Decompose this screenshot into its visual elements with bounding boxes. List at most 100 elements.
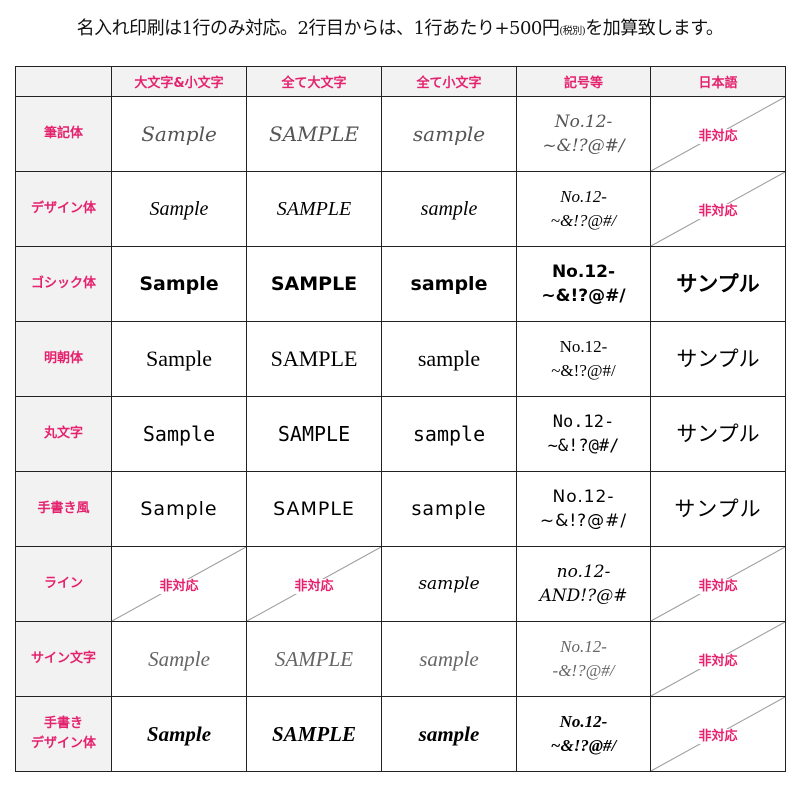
column-header: 全て小文字 xyxy=(381,66,517,97)
column-header xyxy=(15,66,112,97)
font-sample-text: Sample xyxy=(146,346,212,371)
table-row: 丸文字 Sample SAMPLE sample No.12- ~&!?@#/ サンプル xyxy=(15,396,786,472)
table-row: 手書き風 Sample SAMPLE sample No.12- ~&!?@#/ サンプル xyxy=(15,471,786,547)
not-supported-cell: 非対応 xyxy=(650,696,786,772)
font-sample-cell: サンプル xyxy=(650,396,786,472)
font-sample-text: Sample xyxy=(140,498,218,520)
not-supported-cell: 非対応 xyxy=(650,546,786,622)
font-sample-cell: Sample xyxy=(111,396,247,472)
font-sample-text: sample xyxy=(418,574,480,594)
not-supported-cell: 非対応 xyxy=(650,621,786,697)
font-sample-cell: No.12- -&!?@#/ xyxy=(516,621,651,697)
font-sample-cell: sample xyxy=(381,621,517,697)
column-header: 大文字&小文字 xyxy=(111,66,247,97)
font-sample-text: sample xyxy=(417,346,481,371)
font-sample-cell: SAMPLE xyxy=(246,621,382,697)
not-supported-label: 非対応 xyxy=(290,578,338,594)
font-sample-text: No.12- ~&!?@#/ xyxy=(539,487,628,531)
font-sample-cell: no.12- AND!?@# xyxy=(516,546,651,622)
font-sample-cell: サンプル xyxy=(650,321,786,397)
font-sample-text: No.12- ~&!?@#/ xyxy=(541,262,626,306)
font-sample-text: Sample xyxy=(141,122,217,146)
table-row: ライン 非対応 非対応 sample no.12- AND!?@# 非対応 xyxy=(15,546,786,622)
font-sample-cell: Sample xyxy=(111,171,247,247)
font-sample-text: SAMPLE xyxy=(274,647,354,671)
row-label: 筆記体 xyxy=(15,96,112,172)
not-supported-label: 非対応 xyxy=(155,578,203,594)
row-label: デザイン体 xyxy=(15,171,112,247)
font-sample-cell: sample xyxy=(381,696,517,772)
font-sample-text: Sample xyxy=(148,647,210,671)
font-sample-cell: No.12- ~&!?@#/ xyxy=(516,471,651,547)
font-sample-cell: SAMPLE xyxy=(246,96,382,172)
font-sample-text: No.12- ~&!?@#/ xyxy=(550,187,617,230)
font-sample-text: sample xyxy=(419,647,479,671)
font-sample-text: sample xyxy=(412,422,486,446)
font-sample-text: サンプル xyxy=(676,272,760,296)
column-header: 日本語 xyxy=(650,66,786,97)
font-sample-cell: SAMPLE xyxy=(246,696,382,772)
font-sample-text: SAMPLE xyxy=(276,198,352,220)
row-label: サイン文字 xyxy=(15,621,112,697)
font-sample-text: sample xyxy=(412,122,486,146)
title-tax-note: (税別) xyxy=(559,26,586,37)
row-label: 丸文字 xyxy=(15,396,112,472)
font-sample-cell: No.12- ~&!?@#/ xyxy=(516,321,651,397)
font-sample-text: サンプル xyxy=(676,347,760,371)
font-sample-cell: No.12- ~&!?@#/ xyxy=(516,696,651,772)
font-sample-text: Sample xyxy=(139,273,219,295)
font-sample-cell: No.12- ~&!?@#/ xyxy=(516,396,651,472)
font-sample-cell: sample xyxy=(381,546,517,622)
font-sample-text: SAMPLE xyxy=(270,346,358,371)
font-sample-text: Sample xyxy=(142,422,216,446)
font-sample-cell: SAMPLE xyxy=(246,396,382,472)
table-row: ゴシック体 Sample SAMPLE sample No.12- ~&!?@#/ サンプ… xyxy=(15,246,786,322)
not-supported-label: 非対応 xyxy=(694,578,742,594)
font-sample-text: No.12- ~&!?@#/ xyxy=(551,337,616,380)
font-sample-text: No.12- ~&!?@#/ xyxy=(550,712,617,755)
font-sample-text: sample xyxy=(411,498,487,520)
not-supported-cell: 非対応 xyxy=(111,546,247,622)
font-sample-text: no.12- AND!?@# xyxy=(539,562,628,606)
font-sample-text: サンプル xyxy=(674,497,762,521)
not-supported-label: 非対応 xyxy=(694,203,742,219)
font-sample-text: No.12- ~&!?@#/ xyxy=(547,412,620,456)
not-supported-cell: 非対応 xyxy=(650,96,786,172)
font-sample-cell: sample xyxy=(381,96,517,172)
not-supported-cell: 非対応 xyxy=(246,546,382,622)
not-supported-label: 非対応 xyxy=(694,653,742,669)
title-main: 名入れ印刷は1行のみ対応。2行目からは、1行あたり+500円 xyxy=(76,18,560,39)
table-row: デザイン体 Sample SAMPLE sample No.12- ~&!?@#/ 非対応 xyxy=(15,171,786,247)
font-sample-text: No.12- ~&!?@#/ xyxy=(542,112,625,156)
font-sample-cell: sample xyxy=(381,171,517,247)
not-supported-label: 非対応 xyxy=(694,128,742,144)
font-sample-cell: Sample xyxy=(111,246,247,322)
font-sample-text: sample xyxy=(418,722,480,746)
row-label: 手書き風 xyxy=(15,471,112,547)
font-sample-cell: No.12- ~&!?@#/ xyxy=(516,246,651,322)
column-header: 全て大文字 xyxy=(246,66,382,97)
row-label: ライン xyxy=(15,546,112,622)
font-sample-text: Sample xyxy=(149,198,209,220)
font-sample-text: SAMPLE xyxy=(273,498,355,520)
not-supported-label: 非対応 xyxy=(694,728,742,744)
font-sample-cell: SAMPLE xyxy=(246,246,382,322)
not-supported-cell: 非対応 xyxy=(650,171,786,247)
font-sample-text: sample xyxy=(420,198,478,220)
font-sample-cell: SAMPLE xyxy=(246,171,382,247)
font-sample-cell: sample xyxy=(381,246,517,322)
font-sample-text: No.12- -&!?@#/ xyxy=(552,637,615,680)
font-sample-text: sample xyxy=(410,273,488,295)
font-sample-text: Sample xyxy=(146,722,212,746)
font-sample-cell: サンプル xyxy=(650,471,786,547)
column-header: 記号等 xyxy=(516,66,651,97)
font-sample-cell: Sample xyxy=(111,471,247,547)
font-sample-cell: Sample xyxy=(111,621,247,697)
font-sample-text: SAMPLE xyxy=(277,422,351,446)
title-tail: を加算致します。 xyxy=(585,18,724,39)
font-sample-cell: サンプル xyxy=(650,246,786,322)
font-sample-table: 大文字&小文字 全て大文字 全て小文字 記号等 日本語 筆記体 Sample SAMPLE s… xyxy=(15,66,786,772)
row-label: 手書き デザイン体 xyxy=(15,696,112,772)
font-sample-cell: SAMPLE xyxy=(246,471,382,547)
table-row: 手書き デザイン体 Sample SAMPLE sample No.12- ~&!?@#… xyxy=(15,696,786,772)
